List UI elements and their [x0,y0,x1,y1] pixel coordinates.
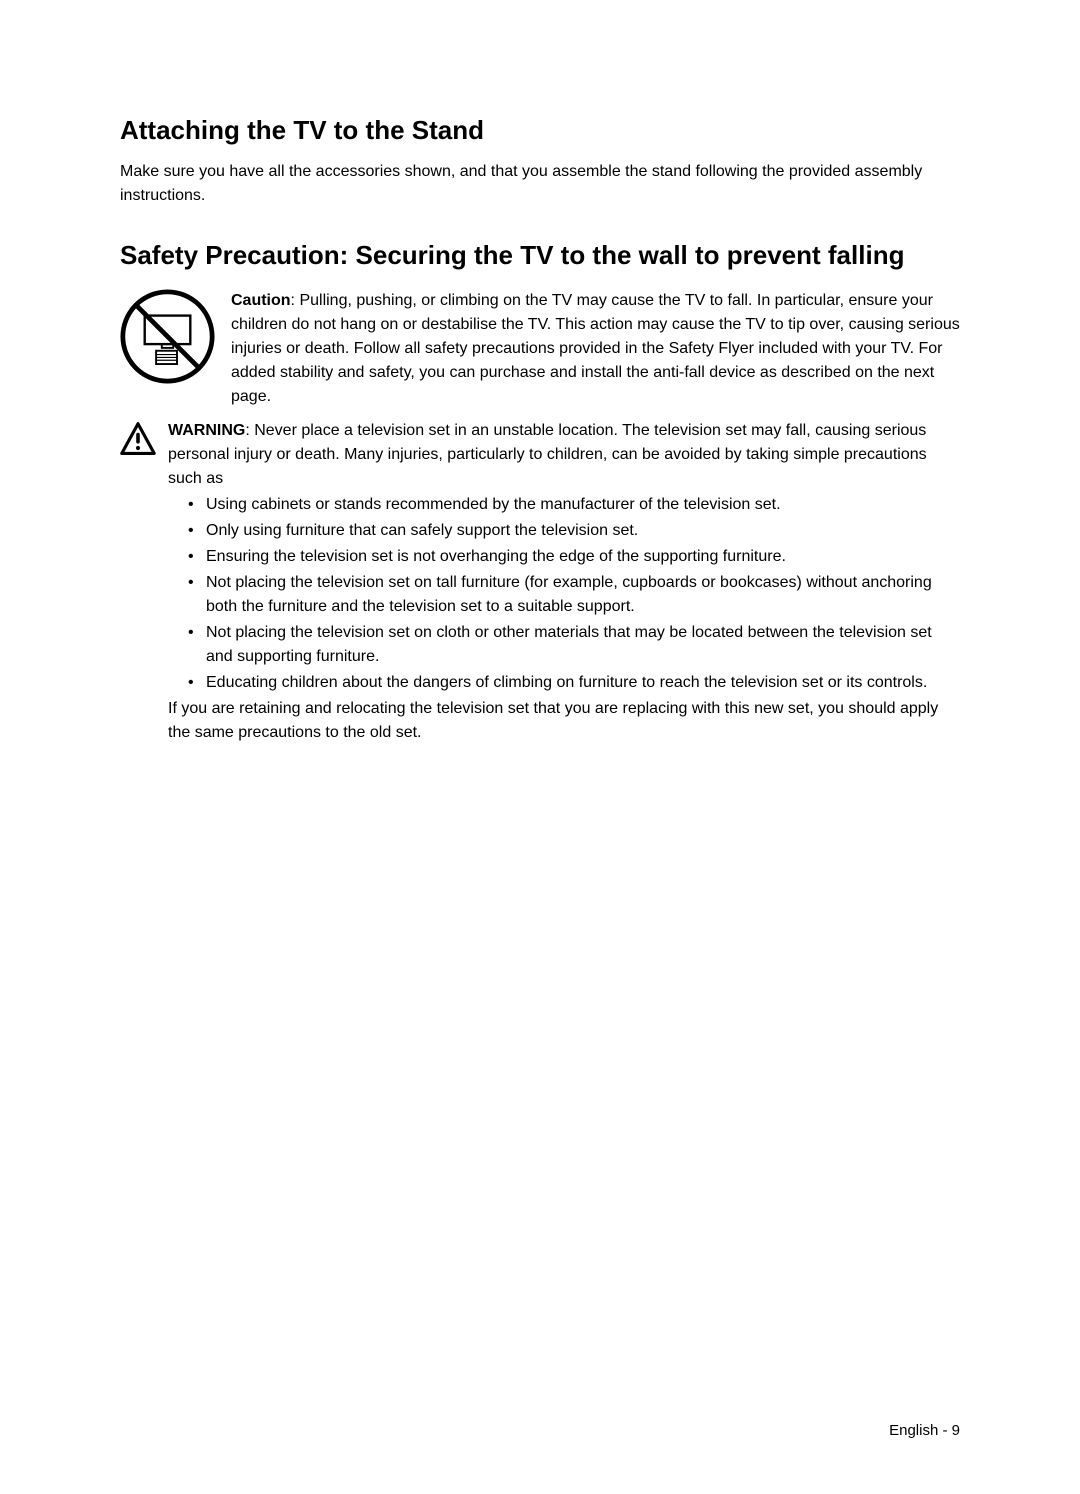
page-footer: English - 9 [889,1422,960,1439]
precaution-list: Using cabinets or stands recommended by … [168,493,960,695]
list-item: Not placing the television set on tall f… [188,571,960,619]
footer-separator: - [938,1422,951,1439]
list-item: Not placing the television set on cloth … [188,621,960,669]
warning-intro-body: : Never place a television set in an uns… [168,422,927,487]
list-item: Educating children about the dangers of … [188,671,960,695]
footer-language: English [889,1422,938,1439]
closing-text: If you are retaining and relocating the … [168,697,960,745]
caution-text: Caution: Pulling, pushing, or climbing o… [231,289,960,409]
heading-safety-precaution: Safety Precaution: Securing the TV to th… [120,240,960,271]
list-item: Only using furniture that can safely sup… [188,519,960,543]
intro-paragraph: Make sure you have all the accessories s… [120,160,960,208]
warning-intro-text: WARNING: Never place a television set in… [168,419,960,491]
warning-block: WARNING: Never place a television set in… [120,419,960,745]
footer-page-number: 9 [952,1422,960,1439]
warning-label: WARNING [168,422,245,439]
warning-content: WARNING: Never place a television set in… [168,419,960,745]
no-climb-tv-icon [120,289,215,384]
list-item: Using cabinets or stands recommended by … [188,493,960,517]
caution-label: Caution [231,292,291,309]
list-item: Ensuring the television set is not overh… [188,545,960,569]
heading-attaching-tv: Attaching the TV to the Stand [120,115,960,146]
caution-body: : Pulling, pushing, or climbing on the T… [231,292,960,405]
caution-block: Caution: Pulling, pushing, or climbing o… [120,289,960,409]
warning-triangle-icon [120,421,156,457]
